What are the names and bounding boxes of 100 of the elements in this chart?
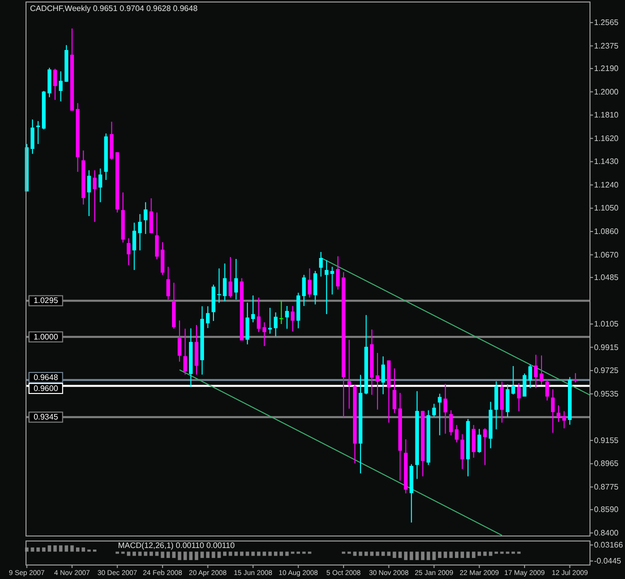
candlestick — [194, 324, 198, 376]
candlestick — [132, 222, 136, 270]
bar — [189, 552, 193, 560]
candlestick — [313, 270, 318, 305]
candlestick — [472, 424, 476, 458]
chart-title: CADCHF,Weekly 0.9651 0.9704 0.9628 0.9648 — [30, 4, 198, 13]
bar — [466, 552, 470, 558]
y-tick-label: 1.0485 — [594, 272, 620, 282]
candlestick — [438, 393, 442, 436]
bar — [415, 552, 419, 560]
ref-line-label: 0.9600 — [34, 384, 59, 393]
candlestick — [494, 380, 498, 430]
chart-title: MACD(12,26,1) 0.00110 0.00110 — [118, 541, 236, 550]
bar — [53, 545, 57, 552]
bar — [240, 552, 244, 556]
candlestick — [302, 274, 306, 307]
candlestick — [183, 328, 188, 376]
candlestick — [517, 382, 521, 412]
candlestick — [506, 384, 510, 418]
candlestick — [319, 251, 323, 278]
bar — [472, 552, 476, 558]
candlestick — [460, 434, 464, 470]
candlestick — [144, 202, 148, 234]
candlestick — [234, 258, 238, 300]
bar — [150, 552, 153, 556]
y-tick-label: -0.0445 — [594, 556, 622, 566]
candlestick — [347, 339, 352, 410]
bar — [59, 545, 62, 552]
y-tick-label: 0.8775 — [594, 482, 620, 492]
y-tick-label: 0.9155 — [594, 436, 620, 445]
bar — [257, 552, 260, 556]
candlestick — [443, 383, 448, 434]
bar — [48, 545, 52, 552]
bar — [234, 552, 238, 556]
ref-line-label: 0.9345 — [34, 412, 59, 422]
candlestick — [206, 306, 210, 329]
candlestick — [58, 70, 63, 102]
bar — [144, 552, 148, 556]
candlestick — [545, 378, 550, 401]
y-tick-label: 1.0860 — [594, 227, 620, 236]
candlestick — [290, 306, 295, 332]
bar — [76, 547, 80, 552]
candlestick — [432, 403, 436, 418]
bar — [212, 552, 216, 558]
bar — [70, 545, 74, 552]
bar — [42, 547, 46, 552]
bar — [444, 552, 448, 558]
candlestick — [166, 266, 170, 300]
bar — [488, 552, 492, 556]
candlestick — [454, 424, 459, 443]
ref-line-label: 1.0295 — [34, 296, 59, 306]
bar — [454, 552, 458, 558]
ref-line-label: 1.0000 — [34, 332, 59, 342]
bar — [64, 545, 68, 552]
bar — [132, 552, 136, 556]
bar — [172, 552, 176, 558]
candlestick — [92, 170, 97, 222]
ref-line-label: 0.9648 — [34, 372, 59, 382]
y-tick-label: 1.0105 — [594, 320, 620, 329]
candlestick — [285, 306, 289, 330]
candlestick — [262, 322, 266, 347]
candlestick — [540, 355, 544, 386]
candlestick — [534, 354, 538, 389]
candlestick — [256, 297, 261, 333]
candlestick — [126, 238, 130, 266]
y-tick-label: 1.2565 — [594, 18, 620, 28]
bar — [358, 552, 362, 556]
bar — [370, 552, 374, 556]
bar — [206, 552, 210, 558]
y-tick-label: 1.1050 — [594, 204, 620, 213]
bar — [155, 552, 159, 556]
bar — [392, 552, 396, 558]
y-tick-label: 1.2190 — [594, 64, 620, 74]
y-tick-label: 0.9535 — [594, 389, 620, 398]
y-tick-label: 1.1240 — [594, 180, 620, 190]
candlestick — [381, 356, 386, 395]
bar — [268, 552, 272, 556]
bar — [426, 552, 430, 560]
bar — [200, 552, 204, 558]
candlestick — [562, 410, 566, 429]
candlestick — [36, 120, 40, 145]
bar — [478, 552, 481, 556]
y-tick-label: 1.0670 — [594, 250, 620, 260]
candlestick — [30, 119, 34, 154]
candlestick — [511, 366, 516, 395]
candlestick — [477, 428, 482, 454]
bar — [387, 552, 390, 556]
candlestick — [522, 373, 526, 398]
bar — [217, 552, 221, 558]
bar — [166, 552, 170, 558]
y-tick-label: 1.1430 — [594, 157, 620, 166]
candlestick — [98, 168, 102, 203]
candlestick — [53, 68, 57, 100]
candlestick — [274, 312, 278, 337]
bar — [398, 552, 402, 558]
bar — [138, 552, 142, 556]
candlestick — [217, 268, 221, 304]
candlestick — [528, 364, 532, 389]
y-tick-label: 1.2375 — [594, 41, 620, 50]
bar — [246, 552, 250, 556]
